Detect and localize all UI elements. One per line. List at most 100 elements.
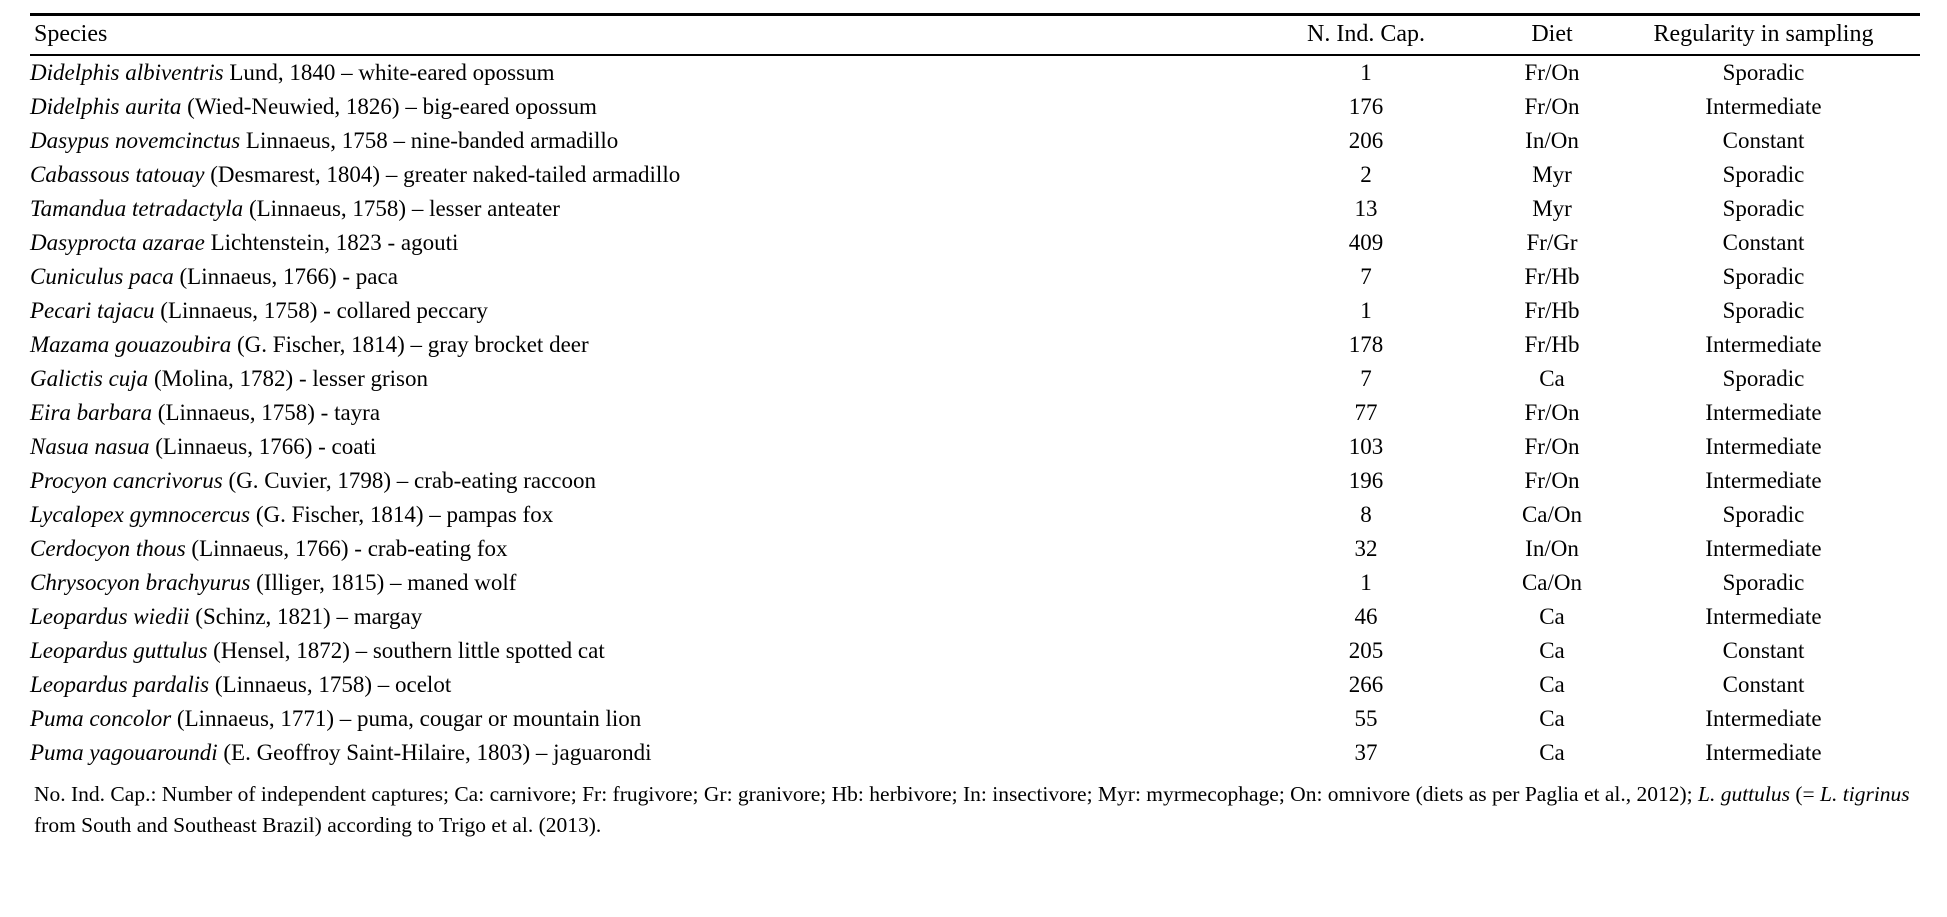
regularity-cell: Constant	[1722, 638, 1805, 663]
table-row: Chrysocyon brachyurus (Illiger, 1815) – …	[30, 566, 1920, 600]
table-row: Lycalopex gymnocercus (G. Fischer, 1814)…	[30, 498, 1920, 532]
species-binomial: Tamandua tetradactyla	[30, 196, 244, 221]
species-table-container: Species N. Ind. Cap. Diet Regularity in …	[30, 13, 1920, 841]
species-binomial: Galictis cuja	[30, 366, 149, 391]
captures-cell: 55	[1354, 706, 1378, 731]
table-row: Cerdocyon thous (Linnaeus, 1766) - crab-…	[30, 532, 1920, 566]
table-row: Didelphis albiventris Lund, 1840 – white…	[30, 55, 1920, 90]
diet-cell: Fr/Hb	[1524, 332, 1580, 357]
captures-cell: 1	[1360, 570, 1372, 595]
captures-cell: 7	[1360, 366, 1372, 391]
species-cell: Cabassous tatouay (Desmarest, 1804) – gr…	[30, 158, 1235, 192]
diet-cell: Myr	[1532, 162, 1572, 187]
species-cell: Leopardus guttulus (Hensel, 1872) – sout…	[30, 634, 1235, 668]
footnote-text-segment: No. Ind. Cap.: Number of independent cap…	[34, 782, 1698, 806]
captures-cell: 103	[1348, 434, 1384, 459]
column-header-regularity: Regularity in sampling	[1653, 21, 1874, 47]
regularity-cell: Constant	[1722, 128, 1805, 153]
species-binomial: Dasyprocta azarae	[30, 230, 205, 255]
species-cell: Dasypus novemcinctus Linnaeus, 1758 – ni…	[30, 124, 1235, 158]
table-row: Pecari tajacu (Linnaeus, 1758) - collare…	[30, 294, 1920, 328]
captures-cell: 8	[1360, 502, 1372, 527]
table-header-row: Species N. Ind. Cap. Diet Regularity in …	[30, 15, 1920, 55]
species-binomial: Puma concolor	[30, 706, 172, 731]
species-authority: (Linnaeus, 1758) - collared peccary	[154, 298, 488, 323]
table-row: Procyon cancrivorus (G. Cuvier, 1798) – …	[30, 464, 1920, 498]
regularity-cell: Intermediate	[1705, 604, 1822, 629]
regularity-cell: Sporadic	[1722, 570, 1805, 595]
table-row: Leopardus pardalis (Linnaeus, 1758) – oc…	[30, 668, 1920, 702]
diet-cell: In/On	[1525, 128, 1579, 153]
species-cell: Didelphis aurita (Wied-Neuwied, 1826) – …	[30, 90, 1235, 124]
species-authority: (Schinz, 1821) – margay	[189, 604, 423, 629]
regularity-cell: Sporadic	[1722, 502, 1805, 527]
regularity-cell: Intermediate	[1705, 400, 1822, 425]
captures-cell: 46	[1354, 604, 1378, 629]
species-cell: Puma yagouaroundi (E. Geoffroy Saint-Hil…	[30, 736, 1235, 770]
captures-cell: 37	[1354, 740, 1378, 765]
footnote-text-segment: from South and Southeast Brazil) accordi…	[34, 813, 602, 837]
species-cell: Pecari tajacu (Linnaeus, 1758) - collare…	[30, 294, 1235, 328]
captures-cell: 178	[1348, 332, 1384, 357]
diet-cell: Ca/On	[1521, 502, 1583, 527]
species-cell: Chrysocyon brachyurus (Illiger, 1815) – …	[30, 566, 1235, 600]
regularity-cell: Intermediate	[1705, 706, 1822, 731]
regularity-cell: Intermediate	[1705, 468, 1822, 493]
species-cell: Cerdocyon thous (Linnaeus, 1766) - crab-…	[30, 532, 1235, 566]
table-header: Species N. Ind. Cap. Diet Regularity in …	[30, 15, 1920, 55]
diet-cell: Fr/Hb	[1524, 298, 1580, 323]
table-row: Nasua nasua (Linnaeus, 1766) - coati 103…	[30, 430, 1920, 464]
species-cell: Procyon cancrivorus (G. Cuvier, 1798) – …	[30, 464, 1235, 498]
footnote-italic-segment: L. tigrinus	[1820, 782, 1910, 806]
species-binomial: Didelphis aurita	[30, 94, 182, 119]
diet-cell: Fr/On	[1524, 94, 1580, 119]
species-authority: (G. Cuvier, 1798) – crab-eating raccoon	[222, 468, 597, 493]
diet-cell: Ca	[1539, 706, 1565, 731]
species-binomial: Puma yagouaroundi	[30, 740, 218, 765]
species-authority: (Hensel, 1872) – southern little spotted…	[207, 638, 605, 663]
species-authority: (G. Fischer, 1814) – pampas fox	[250, 502, 554, 527]
regularity-cell: Intermediate	[1705, 434, 1822, 459]
captures-cell: 2	[1360, 162, 1372, 187]
captures-cell: 205	[1348, 638, 1384, 663]
species-cell: Eira barbara (Linnaeus, 1758) - tayra	[30, 396, 1235, 430]
column-header-diet: Diet	[1531, 21, 1573, 47]
diet-cell: Ca	[1539, 638, 1565, 663]
diet-cell: Fr/On	[1524, 60, 1580, 85]
diet-cell: Fr/On	[1524, 468, 1580, 493]
table-row: Dasypus novemcinctus Linnaeus, 1758 – ni…	[30, 124, 1920, 158]
species-cell: Leopardus wiedii (Schinz, 1821) – margay	[30, 600, 1235, 634]
regularity-cell: Constant	[1722, 672, 1805, 697]
regularity-cell: Sporadic	[1722, 162, 1805, 187]
species-cell: Dasyprocta azarae Lichtenstein, 1823 - a…	[30, 226, 1235, 260]
captures-cell: 13	[1354, 196, 1378, 221]
table-row: Puma yagouaroundi (E. Geoffroy Saint-Hil…	[30, 736, 1920, 770]
species-cell: Puma concolor (Linnaeus, 1771) – puma, c…	[30, 702, 1235, 736]
footnote-text-segment: (=	[1790, 782, 1821, 806]
regularity-cell: Intermediate	[1705, 740, 1822, 765]
species-binomial: Procyon cancrivorus	[30, 468, 223, 493]
species-cell: Mazama gouazoubira (G. Fischer, 1814) – …	[30, 328, 1235, 362]
regularity-cell: Sporadic	[1722, 196, 1805, 221]
table-row: Leopardus guttulus (Hensel, 1872) – sout…	[30, 634, 1920, 668]
species-authority: (Linnaeus, 1758) - tayra	[152, 400, 381, 425]
species-cell: Leopardus pardalis (Linnaeus, 1758) – oc…	[30, 668, 1235, 702]
table-row: Cabassous tatouay (Desmarest, 1804) – gr…	[30, 158, 1920, 192]
species-binomial: Lycalopex gymnocercus	[30, 502, 251, 527]
species-binomial: Cuniculus paca	[30, 264, 174, 289]
diet-cell: Ca	[1539, 366, 1565, 391]
species-cell: Tamandua tetradactyla (Linnaeus, 1758) –…	[30, 192, 1235, 226]
species-cell: Galictis cuja (Molina, 1782) - lesser gr…	[30, 362, 1235, 396]
diet-cell: Ca	[1539, 740, 1565, 765]
species-authority: (Linnaeus, 1771) – puma, cougar or mount…	[171, 706, 642, 731]
species-binomial: Leopardus guttulus	[30, 638, 208, 663]
species-authority: Lichtenstein, 1823 - agouti	[204, 230, 459, 255]
species-authority: (Desmarest, 1804) – greater naked-tailed…	[204, 162, 681, 187]
table-row: Didelphis aurita (Wied-Neuwied, 1826) – …	[30, 90, 1920, 124]
species-binomial: Didelphis albiventris	[30, 60, 224, 85]
table-row: Tamandua tetradactyla (Linnaeus, 1758) –…	[30, 192, 1920, 226]
species-binomial: Cabassous tatouay	[30, 162, 205, 187]
species-authority: (Linnaeus, 1758) – lesser anteater	[243, 196, 560, 221]
footnote-italic-segment: L. guttulus	[1698, 782, 1790, 806]
diet-cell: Ca/On	[1521, 570, 1583, 595]
